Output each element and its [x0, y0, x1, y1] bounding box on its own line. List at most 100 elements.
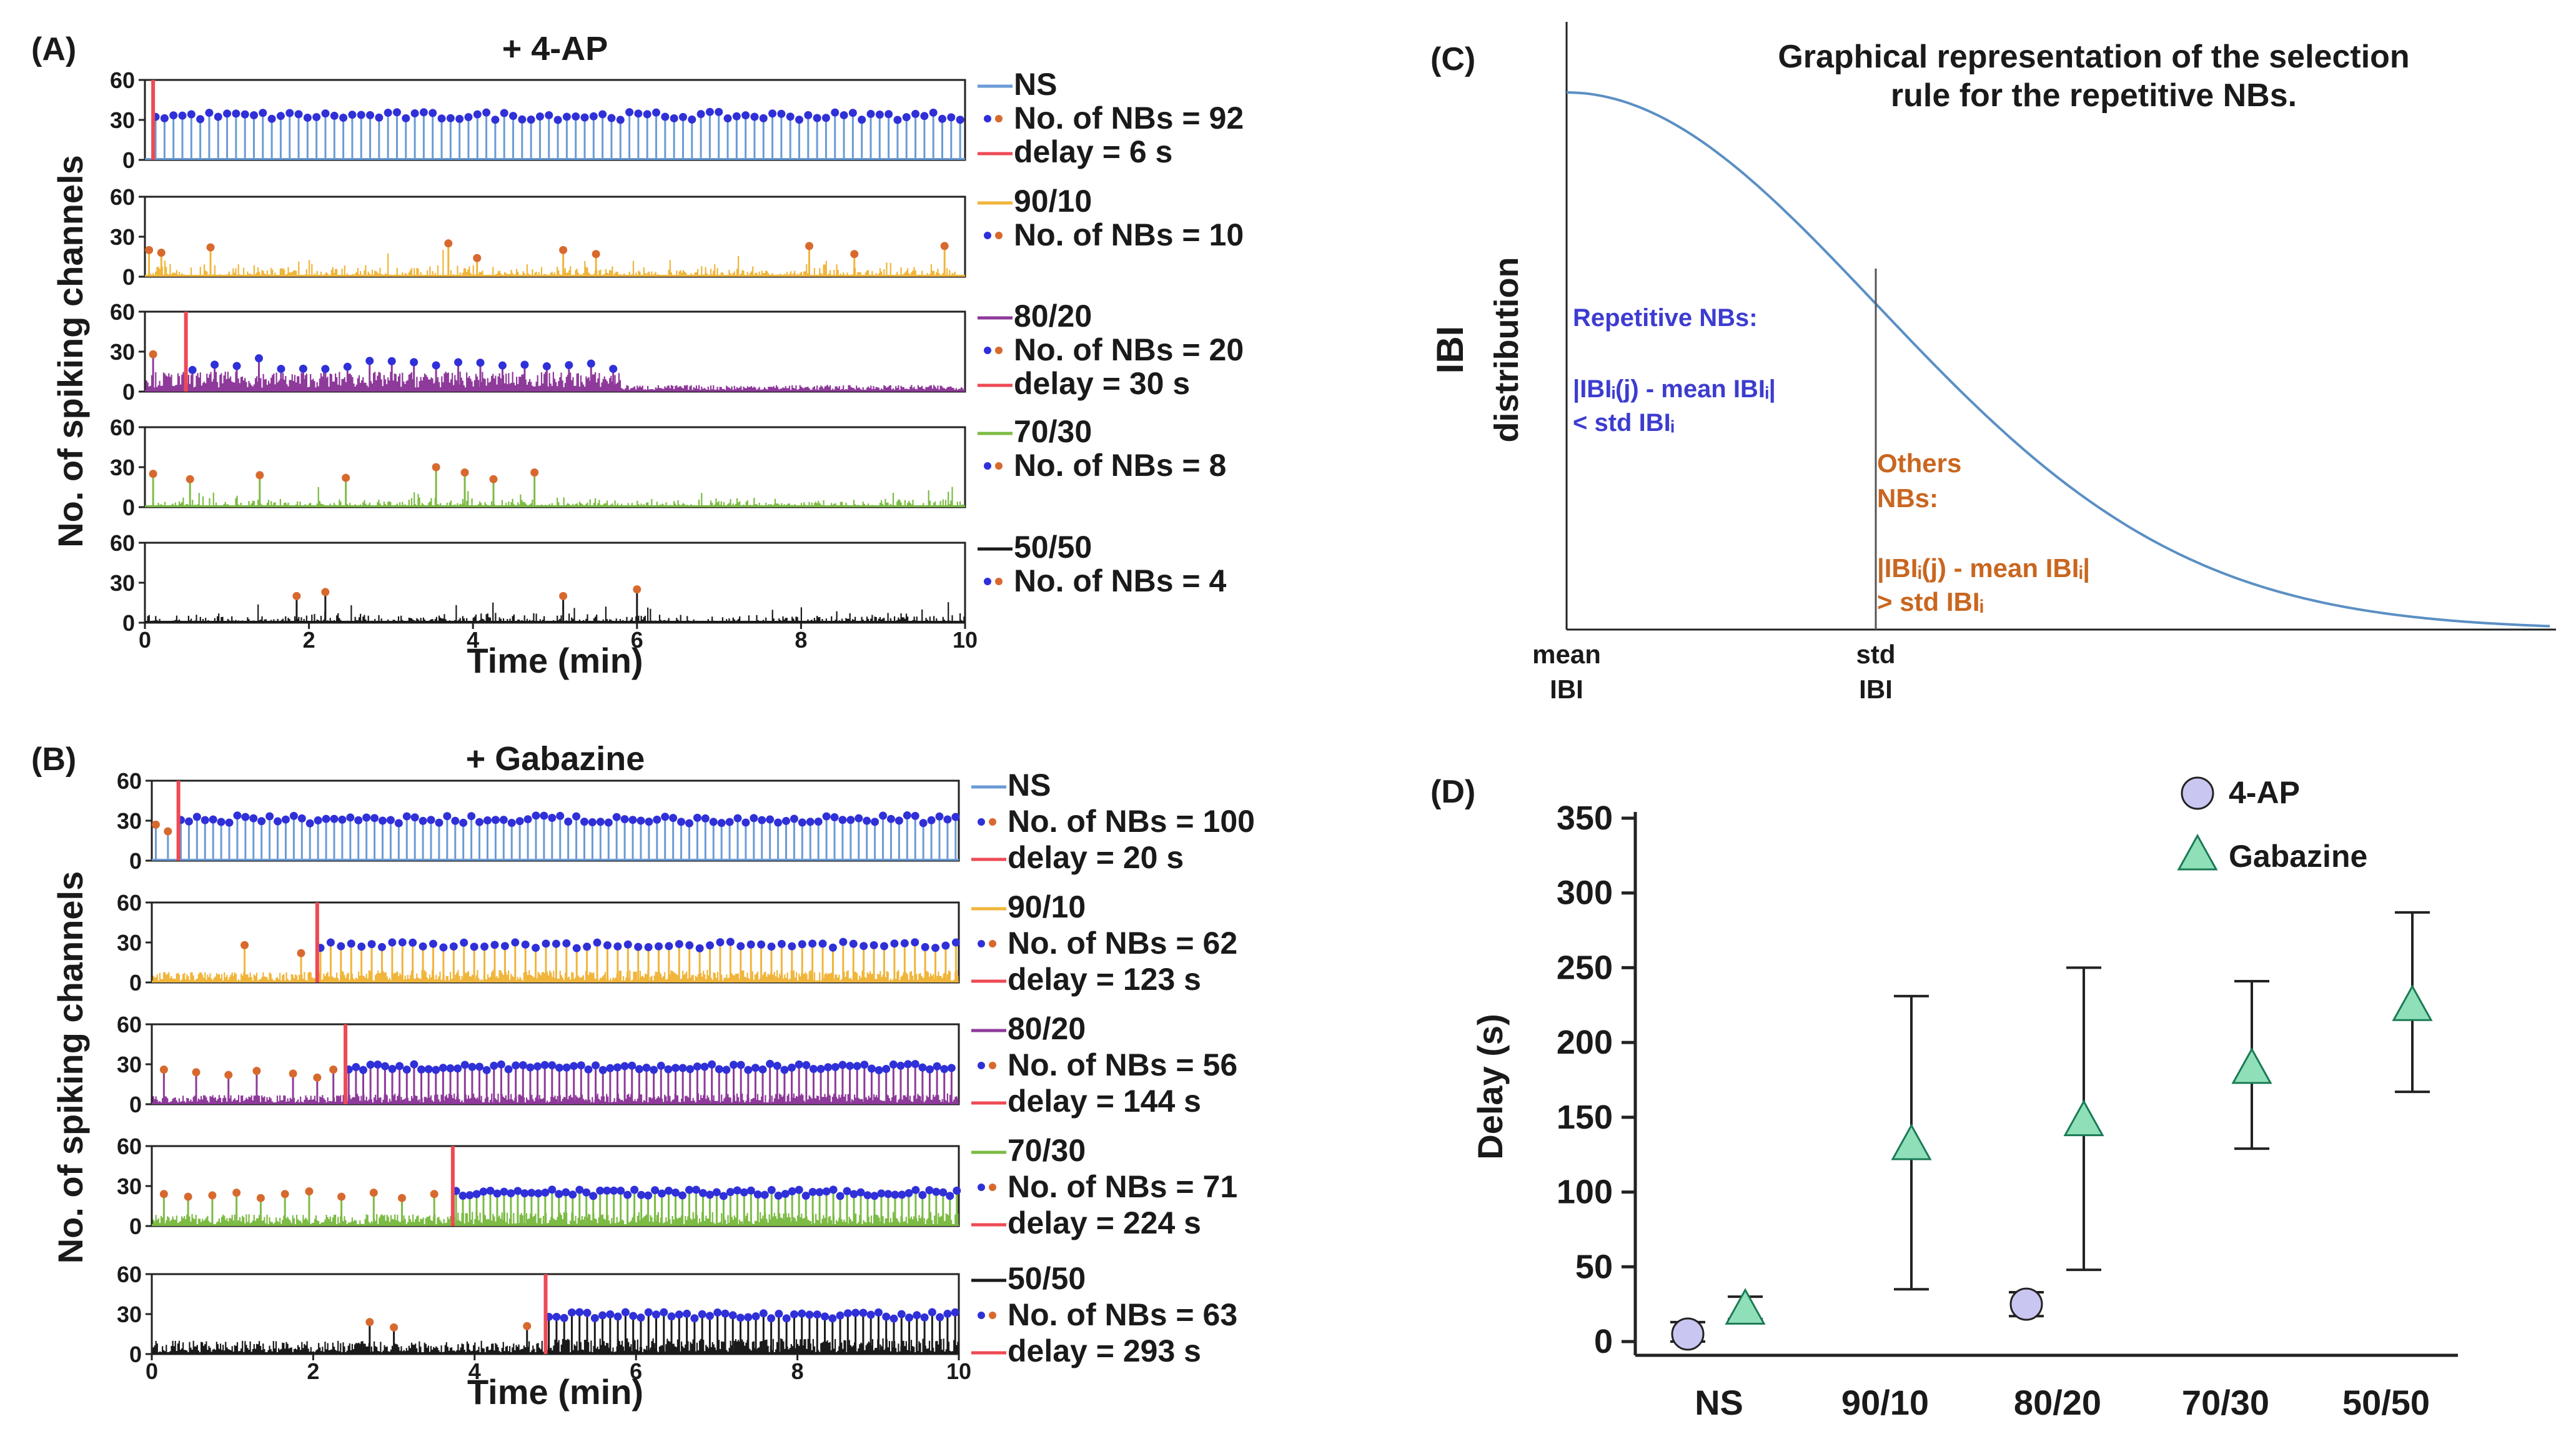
repetitive-nb-dot [903, 811, 911, 820]
repetitive-nb-dot [568, 1190, 577, 1199]
repetitive-nb-dot [567, 1308, 576, 1317]
repetitive-nb-dot [840, 111, 848, 119]
y-tick-label: 250 [1557, 949, 1613, 986]
other-nb-dot [430, 1190, 438, 1199]
repetitive-nb-dot [758, 1065, 767, 1074]
repetitive-nb-dot [535, 112, 544, 121]
repetitive-nb-dot [590, 1313, 599, 1322]
repetitive-nb-dot [211, 360, 219, 369]
repetitive-nb-dot [822, 1187, 831, 1196]
y-axis-label: No. of spiking channels [51, 155, 90, 548]
legend-dot-other [989, 1062, 996, 1069]
repetitive-nb-dot [596, 818, 605, 826]
y-axis-label: Delay (s) [1470, 1014, 1510, 1159]
repetitive-nb-dot [548, 813, 557, 822]
repetitive-nb-dot [357, 111, 365, 119]
repetitive-nb-dot [470, 942, 478, 951]
legend-delay: delay = 20 s [1008, 840, 1184, 875]
repetitive-nb-dot [932, 1187, 941, 1196]
repetitive-nb-dot [620, 815, 629, 824]
repetitive-nb-dot [667, 1312, 676, 1321]
repetitive-nb-dot [465, 1191, 474, 1200]
other-nb-dot [192, 1068, 201, 1077]
other-nb-dot [159, 1066, 168, 1074]
repetitive-nb-dot [617, 1186, 625, 1195]
repetitive-nb-dot [795, 116, 804, 124]
repetitive-nb-dot [343, 362, 352, 371]
legend-nbs-count: No. of NBs = 100 [1008, 804, 1255, 839]
y-tick-label: 60 [110, 299, 135, 325]
repetitive-nb-dot [299, 364, 307, 373]
repetitive-nb-dot [606, 1064, 615, 1072]
repetitive-nb-dot [706, 941, 715, 950]
repetitive-nb-dot [429, 109, 437, 117]
repetitive-nb-dot [184, 817, 193, 826]
repetitive-nb-dot [326, 938, 335, 947]
repetitive-nb-dot [610, 1186, 618, 1195]
repetitive-nb-dot [918, 1190, 927, 1199]
repetitive-nb-dot [205, 109, 214, 117]
repetitive-nb-dot [712, 1188, 721, 1197]
repetitive-nb-dot [896, 1061, 905, 1070]
repetitive-nb-dot [583, 942, 592, 951]
repetitive-nb-dot [882, 1064, 891, 1073]
legend-dot-other [995, 232, 1003, 239]
repetitive-nb-dot [808, 939, 817, 948]
row-frame [144, 426, 966, 508]
legend-dot-repetitive [984, 115, 991, 122]
legend-dot-other [989, 1184, 996, 1191]
repetitive-nb-dot [437, 114, 446, 123]
repetitive-nb-dot [925, 1186, 934, 1195]
repetitive-nb-dot [788, 942, 796, 951]
repetitive-nb-dot [285, 109, 294, 117]
repetitive-nb-dot [265, 812, 274, 821]
repetitive-nb-dot [889, 1314, 898, 1323]
legend-condition: 70/30 [1014, 414, 1092, 449]
repetitive-nb-dot [281, 815, 290, 824]
panel-title-b: + Gabazine [466, 740, 645, 778]
y-tick-label: 30 [117, 1302, 142, 1327]
repetitive-nb-dot [330, 111, 339, 120]
other-nb-dot [164, 827, 172, 836]
repetitive-nb-dot [621, 1308, 630, 1317]
legend-delay: delay = 123 s [1008, 962, 1201, 997]
repetitive-nb-dot [201, 816, 209, 824]
y-tick-label: 0 [129, 970, 142, 996]
repetitive-nb-dot [644, 943, 653, 952]
repetitive-nb-dot [774, 818, 783, 827]
repetitive-nb-dot [303, 113, 312, 122]
repetitive-nb-dot [918, 1063, 927, 1072]
repetitive-nb-dot [169, 111, 178, 120]
repetitive-nb-dot [893, 116, 902, 124]
repetitive-nb-dot [540, 1061, 549, 1069]
legend-dot-other [989, 1312, 996, 1319]
repetitive-nb-dot [721, 1309, 730, 1318]
y-tick-label: 0 [129, 848, 142, 874]
other-nb-dot [432, 463, 440, 472]
repetitive-nb-dot [846, 816, 855, 824]
repetitive-nb-dot [695, 944, 704, 952]
panel-title-c-line: Graphical representation of the selectio… [1778, 39, 2409, 75]
repetitive-nb-dot [798, 1309, 806, 1318]
repetitive-nb-dot [651, 1186, 660, 1195]
y-tick-label: 30 [117, 930, 142, 956]
repetitive-nb-dot [387, 357, 396, 365]
y-tick-label: 60 [117, 1012, 142, 1037]
repetitive-nb-dot [650, 1066, 658, 1074]
repetitive-nb-dot [346, 813, 355, 822]
repetitive-nb-dot [629, 1312, 638, 1320]
repetitive-nb-dot [370, 814, 379, 823]
panel-label-a: (A) [31, 31, 76, 67]
x-category-label: 70/30 [2182, 1383, 2269, 1422]
repetitive-nb-dot [322, 814, 330, 823]
repetitive-nb-dot [875, 110, 884, 119]
repetitive-nb-dot [504, 1065, 513, 1074]
repetitive-nb-dot [860, 1061, 869, 1069]
repetitive-nb-dot [419, 108, 428, 117]
repetitive-nb-dot [366, 111, 375, 119]
